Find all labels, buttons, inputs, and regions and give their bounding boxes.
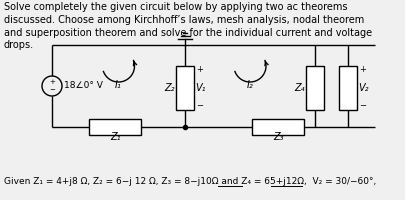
Text: Solve completely the given circuit below by applying two ac theorems
discussed. : Solve completely the given circuit below… [4, 2, 372, 50]
Text: −: − [196, 102, 203, 110]
Text: Z₄: Z₄ [294, 83, 304, 93]
Bar [252, 119, 304, 135]
Bar [306, 66, 324, 110]
Text: 18∠0° V: 18∠0° V [64, 82, 103, 90]
Bar [176, 66, 194, 110]
Bar [339, 66, 357, 110]
Text: −: − [49, 88, 55, 94]
Text: +: + [196, 66, 203, 74]
Bar [89, 119, 141, 135]
Text: Given Z₁ = 4+j8 Ω, Z₂ = 6−j 12 Ω, Z₃ = 8−j10Ω and Z₄ = 65+j12Ω,  V₂ = 30/−60°,: Given Z₁ = 4+j8 Ω, Z₂ = 6−j 12 Ω, Z₃ = 8… [4, 177, 376, 186]
Text: Z₃: Z₃ [273, 132, 283, 142]
Text: V₂: V₂ [358, 83, 368, 93]
Text: I₁: I₁ [115, 80, 122, 90]
Text: Z₂: Z₂ [164, 83, 174, 93]
Text: +: + [359, 66, 366, 74]
Text: +: + [49, 78, 55, 84]
Text: −: − [359, 102, 366, 110]
Text: I₂: I₂ [247, 80, 254, 90]
Text: V₁: V₁ [195, 83, 205, 93]
Text: Z₁: Z₁ [110, 132, 120, 142]
